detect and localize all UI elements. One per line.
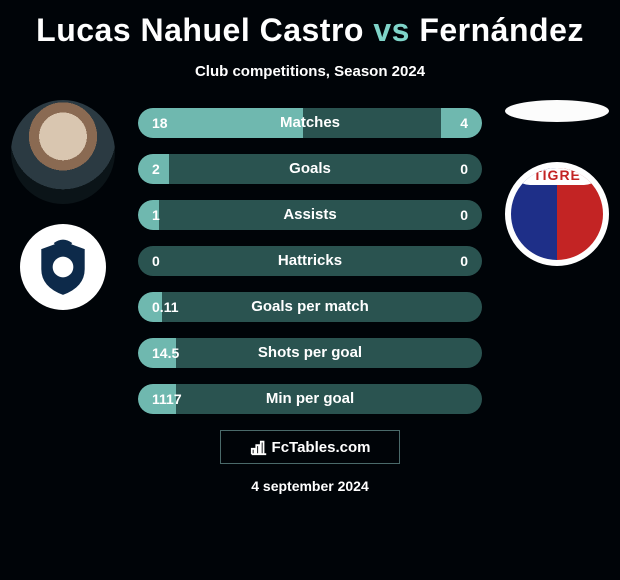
stat-right-value: 0 <box>460 154 468 184</box>
stat-label: Hattricks <box>138 246 482 276</box>
comparison-main: TIGRE 18Matches42Goals01Assists00Hattric… <box>0 108 620 414</box>
stat-bar-row: 0Hattricks0 <box>138 246 482 276</box>
stat-bar-row: 2Goals0 <box>138 154 482 184</box>
stat-right-value: 0 <box>460 200 468 230</box>
player1-club-crest <box>20 224 106 310</box>
stat-bar-row: 18Matches4 <box>138 108 482 138</box>
stat-right-value: 4 <box>460 108 468 138</box>
player1-avatar <box>11 100 115 204</box>
stat-bar-row: 1117Min per goal <box>138 384 482 414</box>
brand-name: FcTables.com <box>272 439 371 456</box>
stat-label: Assists <box>138 200 482 230</box>
left-player-column <box>8 100 118 310</box>
footer-date: 4 september 2024 <box>0 478 620 494</box>
stat-bar-row: 0.11Goals per match <box>138 292 482 322</box>
vs-separator: vs <box>373 12 410 48</box>
player1-name: Lucas Nahuel Castro <box>36 12 364 48</box>
shield-icon <box>32 236 94 298</box>
stat-label: Matches <box>138 108 482 138</box>
stat-label: Goals per match <box>138 292 482 322</box>
stat-bars-container: 18Matches42Goals01Assists00Hattricks00.1… <box>138 108 482 414</box>
stat-label: Shots per goal <box>138 338 482 368</box>
subtitle: Club competitions, Season 2024 <box>0 63 620 80</box>
stat-bar-row: 1Assists0 <box>138 200 482 230</box>
player2-club-crest: TIGRE <box>505 162 609 266</box>
stat-label: Goals <box>138 154 482 184</box>
stat-label: Min per goal <box>138 384 482 414</box>
crest-label: TIGRE <box>511 166 603 185</box>
chart-icon <box>250 438 268 456</box>
brand-footer: FcTables.com <box>220 430 400 464</box>
stat-right-value: 0 <box>460 246 468 276</box>
right-player-column: TIGRE <box>502 100 612 266</box>
comparison-title: Lucas Nahuel Castro vs Fernández <box>0 0 620 49</box>
player2-avatar-placeholder <box>505 100 609 122</box>
player2-name: Fernández <box>419 12 584 48</box>
stat-bar-row: 14.5Shots per goal <box>138 338 482 368</box>
